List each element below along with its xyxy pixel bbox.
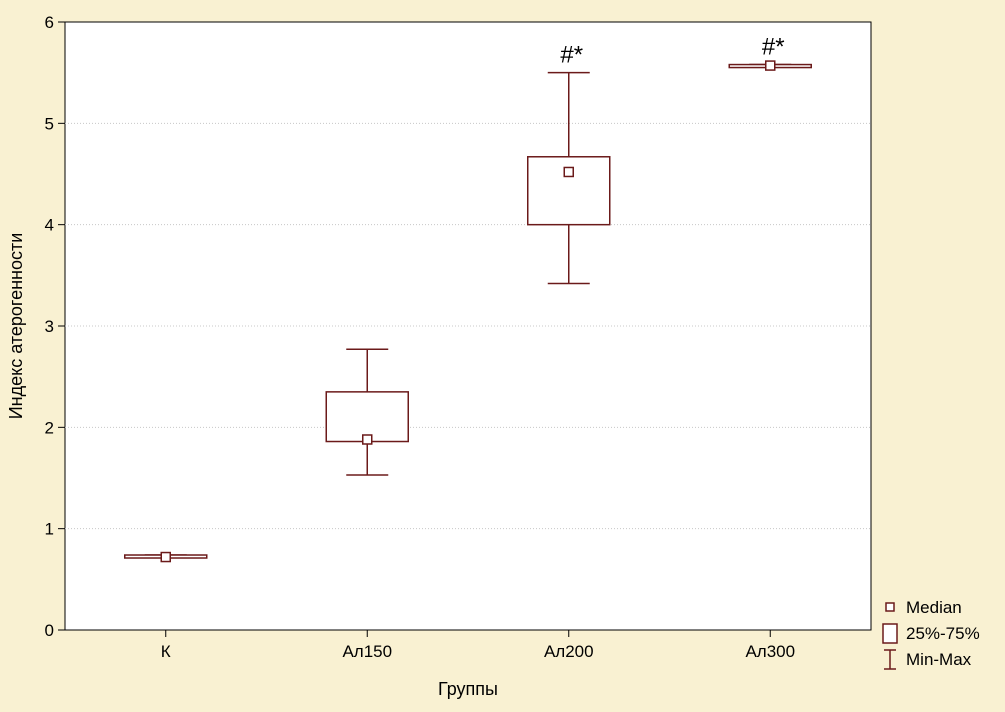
legend-median-icon — [885, 602, 895, 612]
y-tick-label: 1 — [45, 520, 54, 539]
legend-item: Median — [885, 598, 962, 617]
legend-label: 25%-75% — [906, 624, 980, 643]
y-tick-label: 4 — [45, 216, 54, 235]
median-marker — [563, 166, 574, 178]
x-axis-title: Группы — [438, 679, 498, 699]
legend-box-icon — [882, 623, 898, 644]
legend-item: 25%-75% — [882, 623, 980, 644]
boxes-layer: #* #* — [124, 34, 812, 563]
x-tick-label: Ал200 — [544, 642, 594, 661]
median-marker — [160, 551, 171, 563]
box-group — [124, 551, 208, 563]
y-tick-label: 0 — [45, 621, 54, 640]
x-axis: К Ал150 Ал200 Ал300 — [161, 630, 795, 661]
x-tick-label: К — [161, 642, 171, 661]
y-axis: 0 1 2 3 4 5 6 — [45, 13, 65, 640]
box-group: #* — [728, 34, 812, 71]
legend: Median 25%-75% Min-Max — [882, 598, 980, 670]
box-group — [325, 348, 409, 476]
x-tick-label: Ал300 — [745, 642, 795, 661]
y-tick-label: 2 — [45, 418, 54, 437]
significance-annotation: #* — [560, 42, 583, 69]
x-tick-label: Ал150 — [342, 642, 392, 661]
box-group: #* — [527, 42, 611, 285]
median-marker — [765, 60, 776, 71]
y-tick-label: 5 — [45, 114, 54, 133]
grid-lines — [65, 122, 871, 530]
legend-label: Median — [906, 598, 962, 617]
legend-label: Min-Max — [906, 650, 972, 669]
legend-item: Min-Max — [884, 649, 972, 670]
median-marker — [362, 434, 373, 445]
y-tick-label: 3 — [45, 317, 54, 336]
significance-annotation: #* — [762, 34, 785, 61]
y-axis-title: Индекс атерогенности — [6, 233, 26, 420]
y-tick-label: 6 — [45, 13, 54, 32]
iqr-box — [325, 391, 409, 443]
